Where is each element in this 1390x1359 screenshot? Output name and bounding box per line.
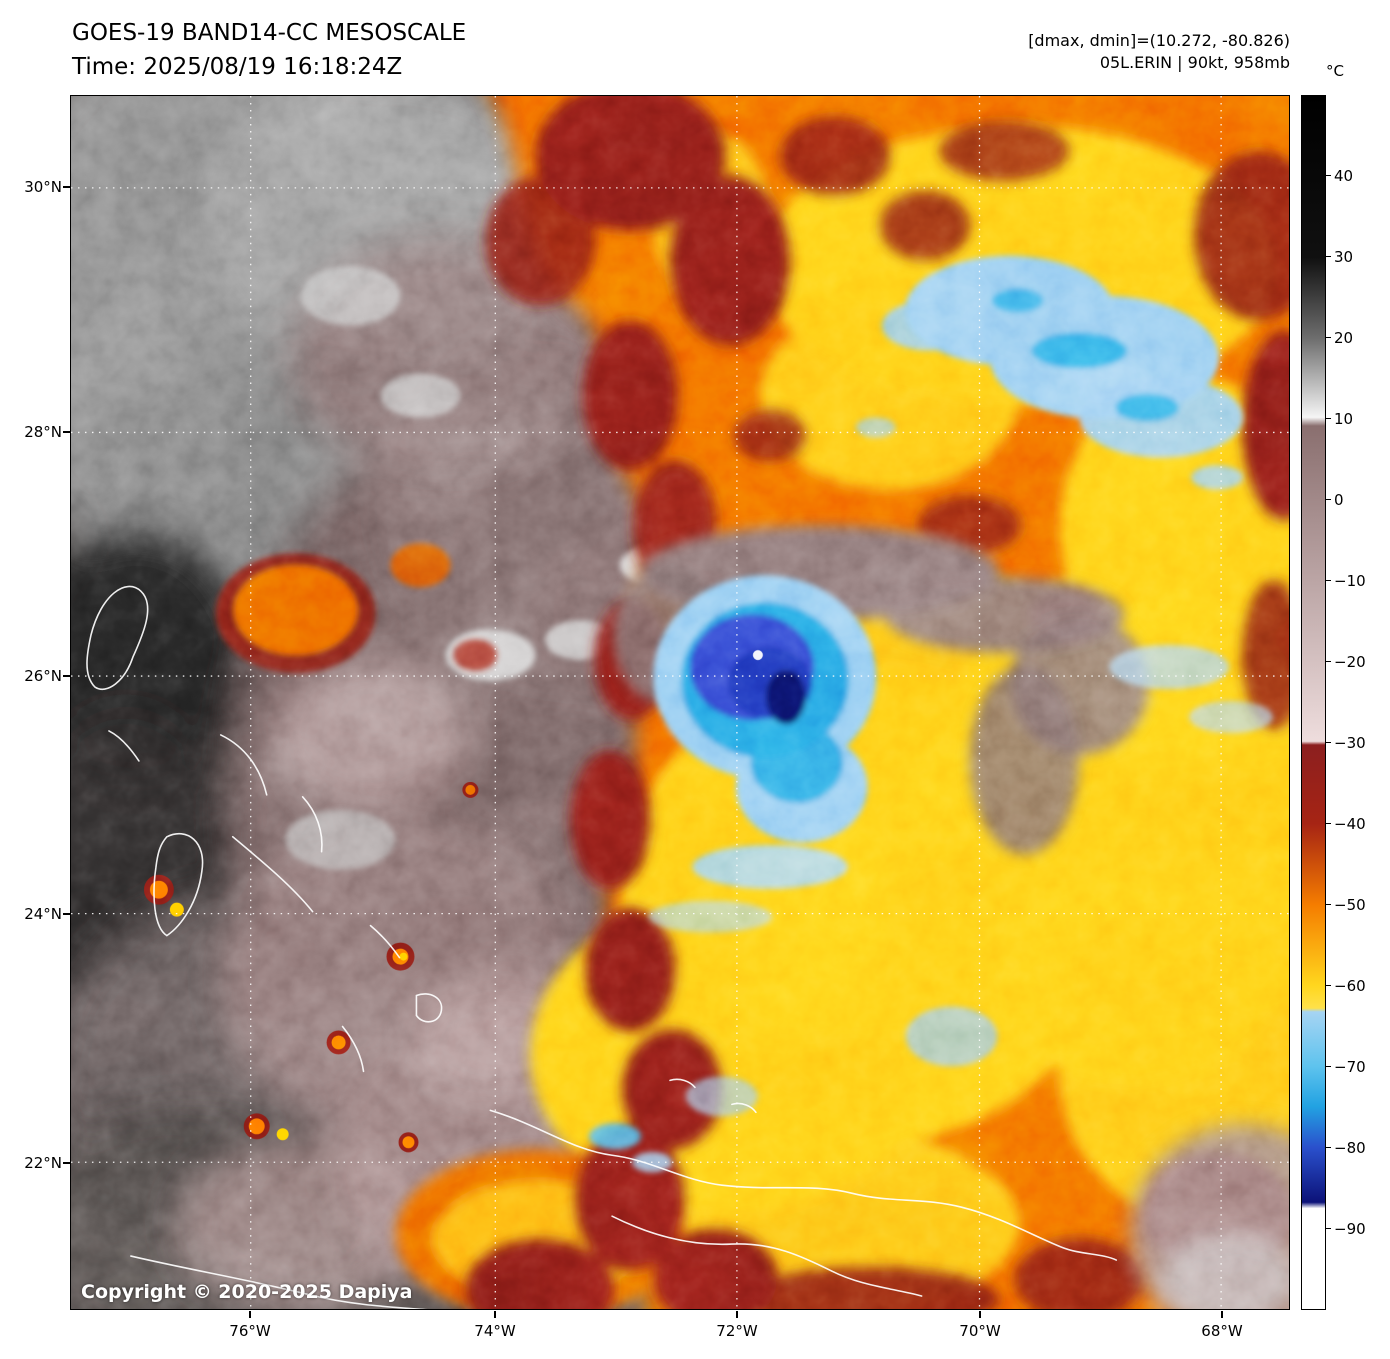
lon-label-70w: 70°W — [959, 1322, 1001, 1340]
lon-axis-tick — [249, 1311, 251, 1318]
lon-axis-tick — [979, 1311, 981, 1318]
colorbar-unit-label: °C — [1326, 62, 1344, 80]
colorbar-tick-m50: −50 — [1325, 896, 1366, 914]
lat-label-24n: 24°N — [24, 905, 62, 923]
lat-axis-tick — [63, 431, 70, 433]
lat-label-28n: 28°N — [24, 423, 62, 441]
lat-axis-tick — [63, 675, 70, 677]
map-frame: Copyright © 2020-2025 Dapiya — [70, 95, 1290, 1310]
lat-axis-tick — [63, 1162, 70, 1164]
lon-axis-tick — [494, 1311, 496, 1318]
colorbar-tick-m90: −90 — [1325, 1220, 1366, 1238]
figure-title: GOES-19 BAND14-CC MESOSCALE — [72, 20, 467, 46]
lon-axis-tick — [736, 1311, 738, 1318]
colorbar-tick-10: 10 — [1324, 410, 1354, 428]
colorbar-tick-0: 0 — [1325, 491, 1344, 509]
figure-timestamp: Time: 2025/08/19 16:18:24Z — [72, 54, 403, 80]
coastlines — [86, 585, 1118, 1309]
header-left: GOES-19 BAND14-CC MESOSCALE Time: 2025/0… — [72, 16, 466, 84]
lon-axis-tick — [1221, 1311, 1223, 1318]
satellite-image — [71, 96, 1289, 1309]
colorbar-tick-m60: −60 — [1325, 977, 1366, 995]
grain-texture-overlay — [71, 96, 1289, 1309]
lat-label-22n: 22°N — [24, 1154, 62, 1172]
colorbar-tick-m30: −30 — [1325, 734, 1366, 752]
colorbar — [1301, 95, 1326, 1310]
header-right: [dmax, dmin]=(10.272, -80.826) 05L.ERIN … — [1028, 30, 1290, 74]
colorbar-tick-m10: −10 — [1325, 572, 1366, 590]
lon-label-74w: 74°W — [474, 1322, 516, 1340]
colorbar-tick-40: 40 — [1324, 167, 1354, 185]
colorbar-tick-20: 20 — [1324, 329, 1354, 347]
lat-label-26n: 26°N — [24, 667, 62, 685]
lat-axis-tick — [63, 186, 70, 188]
colorbar-tick-m40: −40 — [1325, 815, 1366, 833]
lat-axis-tick — [63, 913, 70, 915]
copyright-label: Copyright © 2020-2025 Dapiya — [81, 1281, 413, 1303]
lon-label-68w: 68°W — [1201, 1322, 1243, 1340]
lon-label-72w: 72°W — [716, 1322, 758, 1340]
colorbar-tick-30: 30 — [1324, 248, 1354, 266]
colorbar-gradient — [1302, 96, 1325, 1309]
dmax-dmin-readout: [dmax, dmin]=(10.272, -80.826) — [1028, 31, 1290, 50]
colorbar-tick-m80: −80 — [1325, 1139, 1366, 1157]
grid-lines — [71, 96, 1289, 1309]
colorbar-tick-m70: −70 — [1325, 1058, 1366, 1076]
colorbar-tick-m20: −20 — [1325, 653, 1366, 671]
lat-label-30n: 30°N — [24, 178, 62, 196]
lon-label-76w: 76°W — [229, 1322, 271, 1340]
storm-info-readout: 05L.ERIN | 90kt, 958mb — [1099, 53, 1290, 72]
